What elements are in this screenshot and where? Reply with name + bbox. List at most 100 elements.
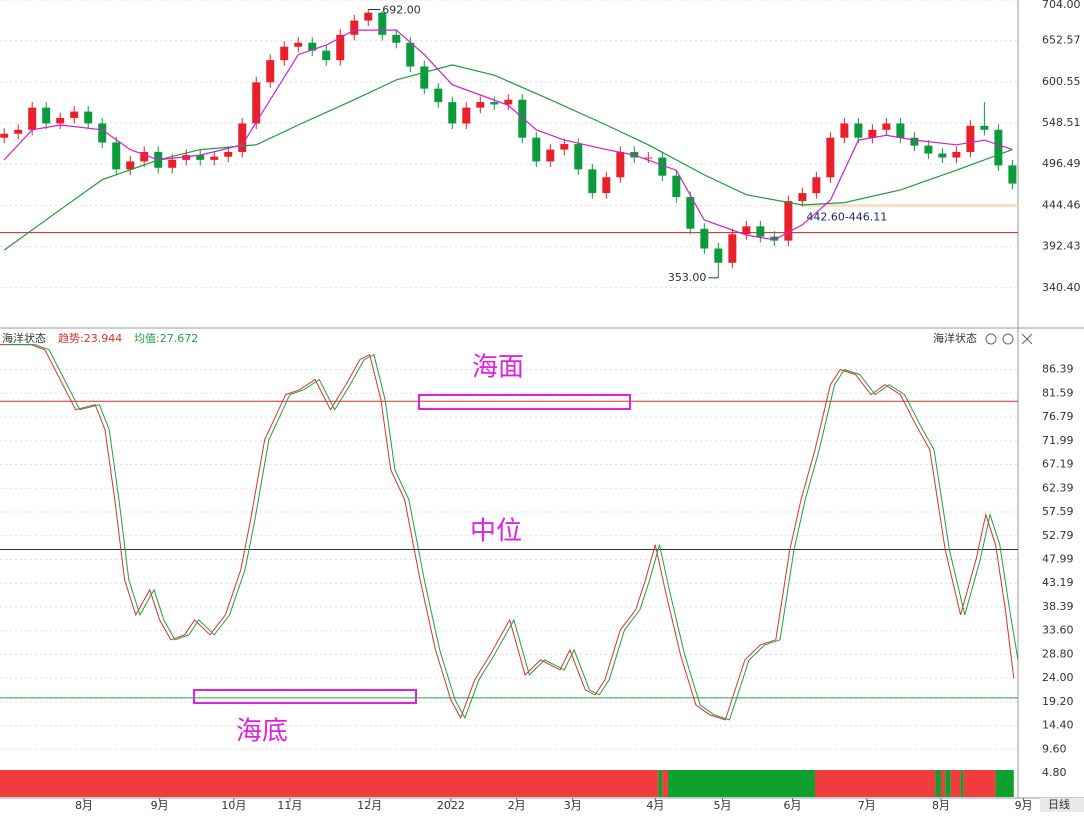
x-tick-label: 4月 <box>646 799 664 812</box>
candle-body <box>546 149 555 162</box>
y-tick-label: 76.79 <box>1042 410 1074 423</box>
candle-body <box>714 248 723 263</box>
candle-body <box>14 129 23 134</box>
y-tick-label: 57.59 <box>1042 505 1074 518</box>
candle-body <box>476 102 485 108</box>
state-segment <box>995 770 1014 797</box>
help-icon[interactable] <box>1002 333 1014 345</box>
indicator-line <box>4 344 1019 721</box>
y-tick-label: 9.60 <box>1042 742 1067 755</box>
state-segment <box>940 770 946 797</box>
settings-icon[interactable] <box>985 333 997 345</box>
state-segment <box>960 770 964 797</box>
y-tick-label: 47.99 <box>1042 552 1074 565</box>
state-segment <box>667 770 815 797</box>
candle-body <box>840 123 849 138</box>
candle-body <box>924 145 933 154</box>
candle-body <box>280 46 289 61</box>
x-tick-label: 8月 <box>932 799 950 812</box>
state-segment <box>950 770 961 797</box>
sea-bottom-box <box>193 689 417 704</box>
candle-body <box>42 107 51 124</box>
candle-body <box>938 153 947 158</box>
candle-body <box>728 234 737 263</box>
candle-body <box>182 155 191 160</box>
candle-body <box>322 50 331 61</box>
period-label[interactable]: 日线 <box>1048 797 1070 811</box>
y-tick-label: 652.57 <box>1042 34 1081 47</box>
x-tick-label: 10月 <box>221 799 246 812</box>
candle-body <box>364 12 373 21</box>
period-box[interactable] <box>1040 798 1084 812</box>
candle-body <box>112 142 121 170</box>
x-tick-label: 9月 <box>151 799 169 812</box>
candle-body <box>644 157 653 159</box>
candle-body <box>686 197 695 229</box>
zone-band <box>802 204 1018 208</box>
candle-body <box>378 12 387 35</box>
candle-body <box>196 155 205 160</box>
candle-body <box>420 66 429 89</box>
sea-surface-label: 海面 <box>472 353 524 383</box>
candle-body <box>966 125 975 152</box>
candle-body <box>826 137 835 178</box>
candle-body <box>308 42 317 51</box>
candle-body <box>798 193 807 202</box>
candle-body <box>952 151 961 158</box>
x-tick-label: 12月 <box>357 799 382 812</box>
candle-body <box>910 137 919 146</box>
annotation: 692.00 <box>382 3 421 16</box>
candle-body <box>448 102 457 124</box>
sea-bottom-label: 海底 <box>236 717 288 747</box>
y-tick-label: 600.55 <box>1042 75 1081 88</box>
candle-body <box>532 137 541 162</box>
candle-body <box>294 42 303 47</box>
state-segment <box>963 770 996 797</box>
close-icon[interactable] <box>1021 333 1033 345</box>
x-tick-label: 3月 <box>564 799 582 812</box>
y-tick-label: 81.59 <box>1042 386 1074 399</box>
candle-body <box>994 129 1003 166</box>
candle-body <box>560 144 569 150</box>
candle-body <box>140 151 149 162</box>
candle-body <box>518 99 527 138</box>
state-segment <box>0 770 659 797</box>
candle-body <box>574 144 583 170</box>
y-tick-label: 62.39 <box>1042 481 1074 494</box>
candle-body <box>812 177 821 194</box>
indicator-title-right: 海洋状态 <box>933 331 977 345</box>
candle-body <box>602 177 611 194</box>
candle-body <box>588 169 597 194</box>
y-tick-label: 444.46 <box>1042 198 1081 211</box>
candle-body <box>84 111 93 124</box>
y-tick-label: 71.99 <box>1042 434 1074 447</box>
x-tick-label: 11月 <box>277 799 302 812</box>
candle-body <box>224 151 233 157</box>
candle-body <box>770 236 779 241</box>
mean-readout: 均值:27.672 <box>134 332 198 345</box>
candle-body <box>896 123 905 138</box>
y-tick-label: 52.79 <box>1042 529 1074 542</box>
annotation: 353.00 <box>668 271 707 284</box>
candle-body <box>238 123 247 152</box>
y-tick-label: 14.40 <box>1042 719 1074 732</box>
candle-body <box>490 102 499 105</box>
candle-body <box>658 157 667 176</box>
candle-body <box>672 175 681 198</box>
candle-body <box>28 107 37 130</box>
candle-body <box>980 125 989 130</box>
x-tick-label: 5月 <box>714 799 732 812</box>
sea-surface-box <box>418 394 631 410</box>
middle-label: 中位 <box>470 517 522 547</box>
candle-body <box>616 151 625 178</box>
x-tick-label: 7月 <box>858 799 876 812</box>
moving-average <box>3 64 1013 251</box>
y-tick-label: 548.51 <box>1042 116 1081 129</box>
y-tick-label: 496.49 <box>1042 157 1081 170</box>
y-tick-label: 4.80 <box>1042 766 1067 779</box>
state-segment <box>658 770 663 797</box>
state-segment <box>935 770 941 797</box>
